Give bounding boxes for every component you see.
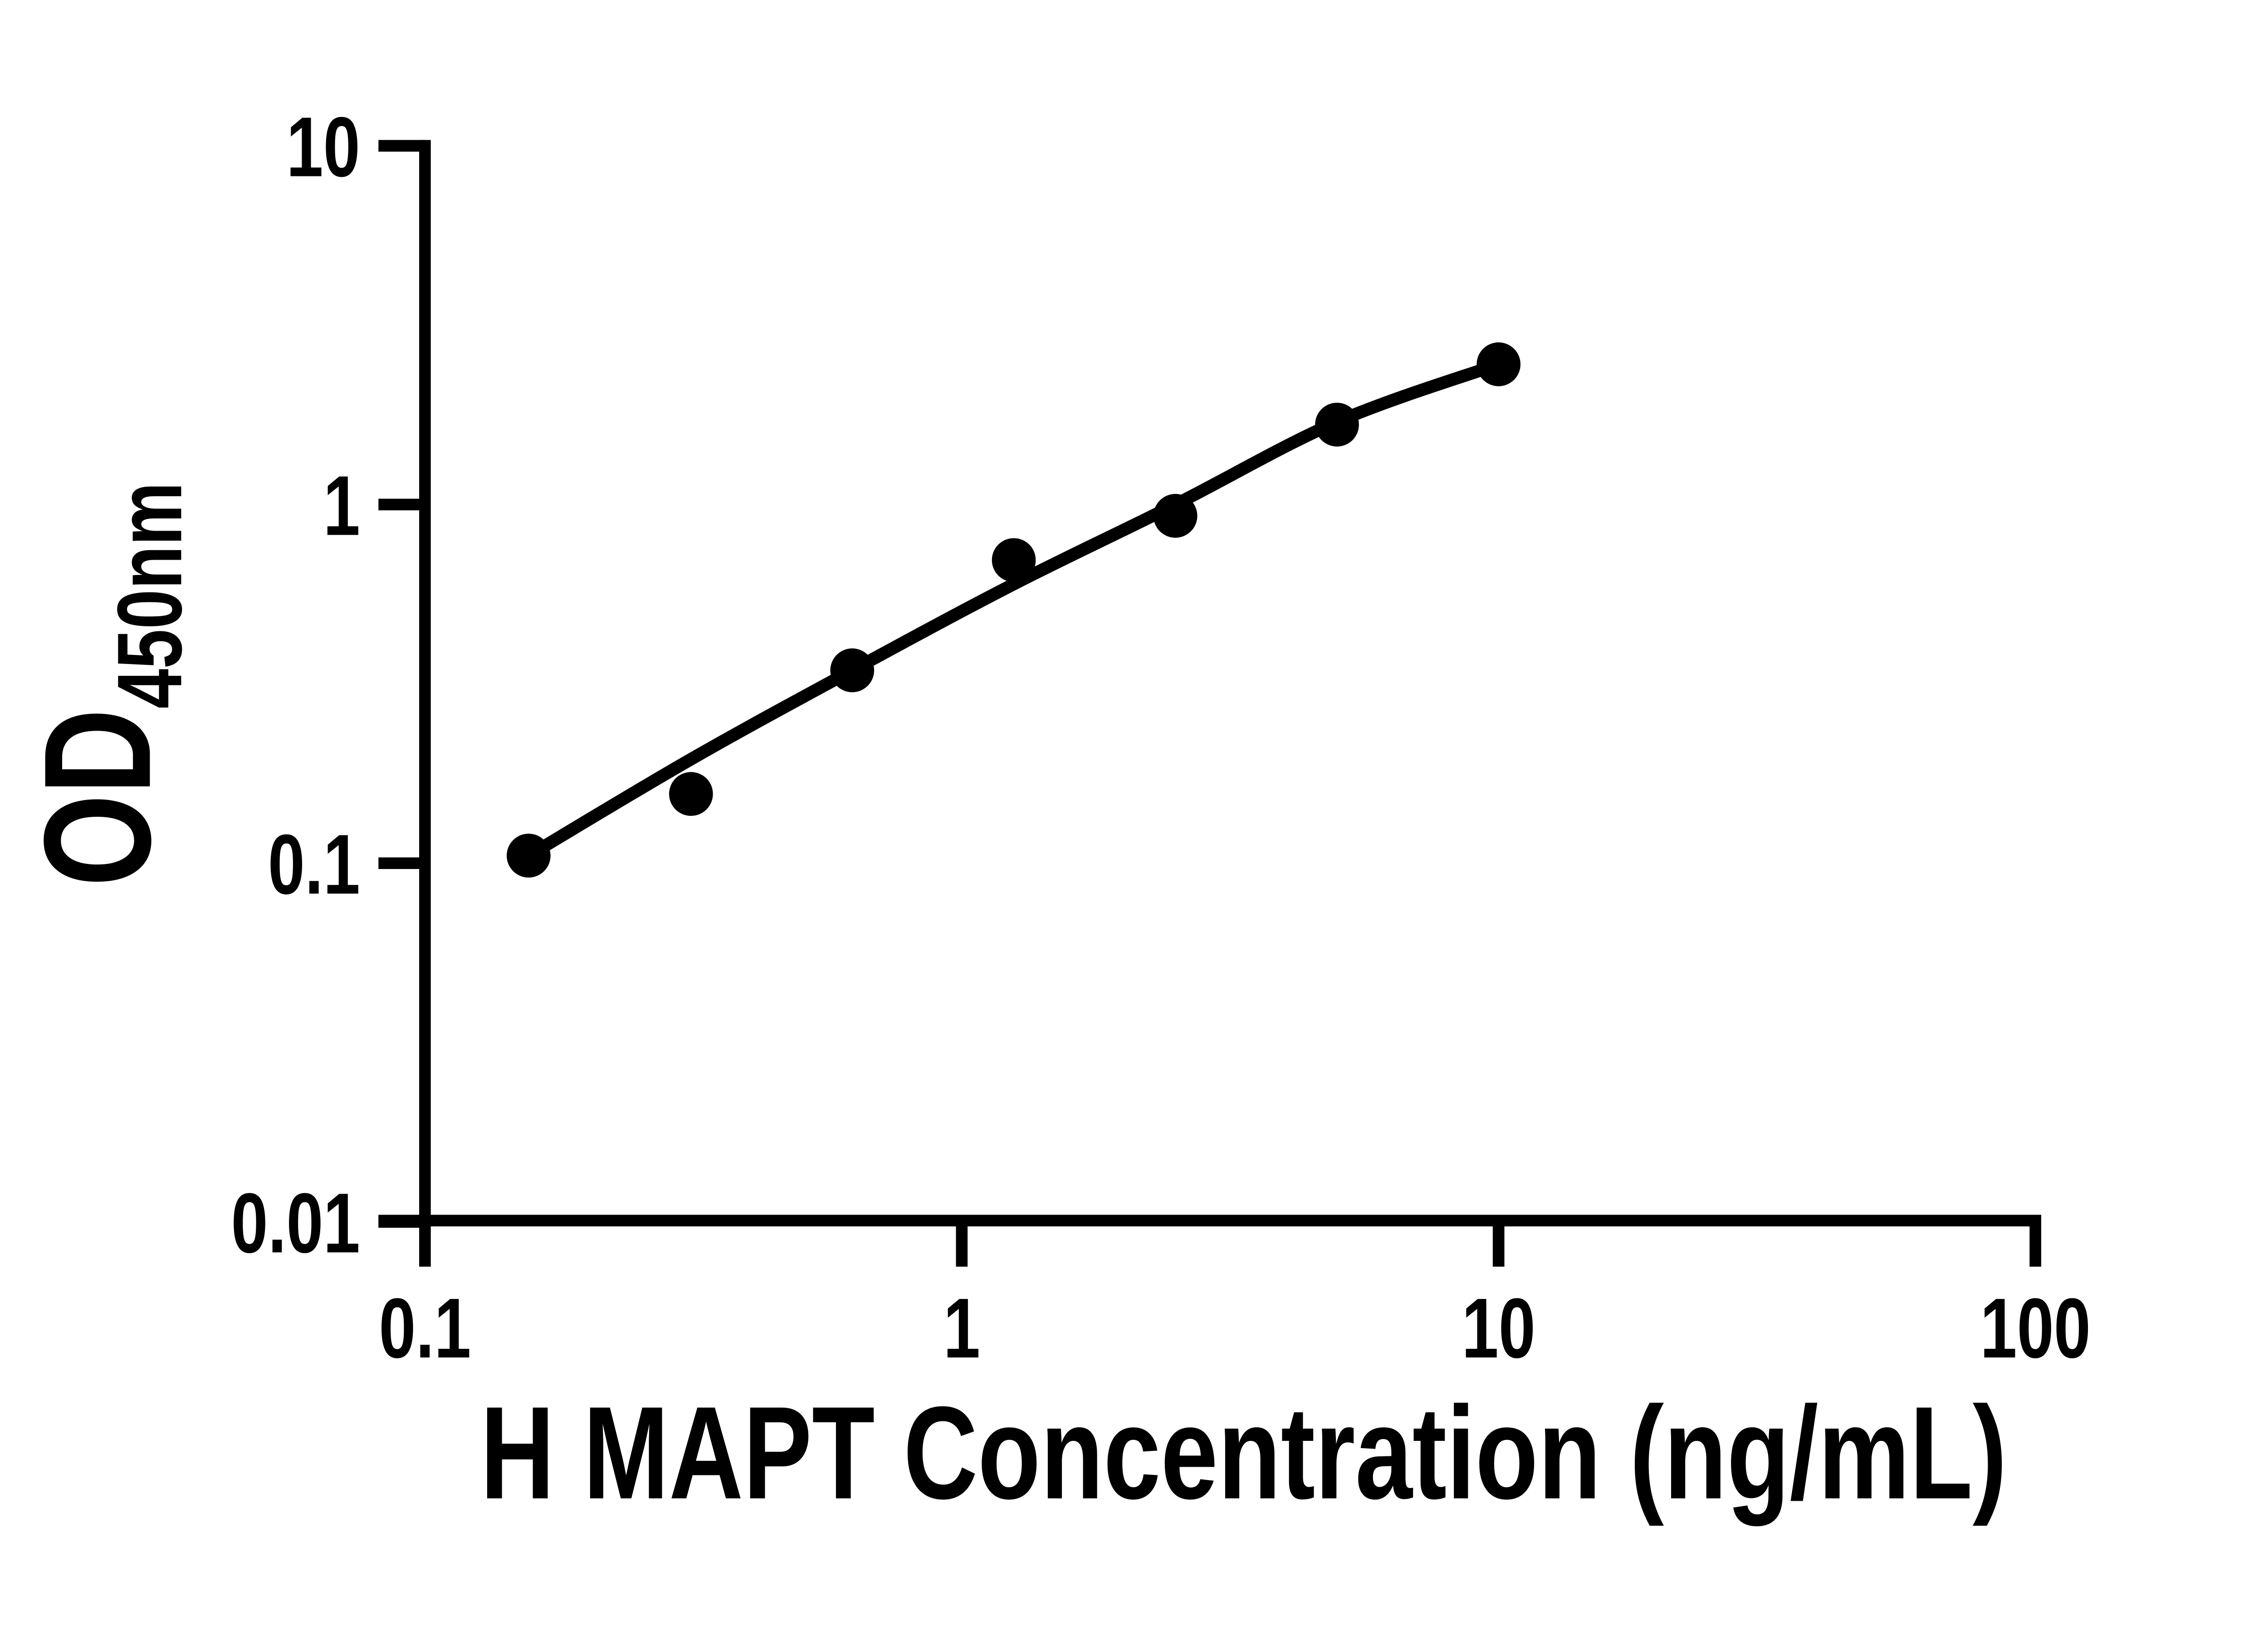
y-axis-title-subscript: 450nm [99, 482, 201, 709]
y-tick-label: 0.1 [268, 817, 360, 912]
data-point-marker [1153, 494, 1198, 538]
y-axis-title-main: OD [12, 709, 182, 887]
data-point-marker [507, 834, 551, 878]
x-axis-title: H MAPT Concentration (ng/mL) [480, 1380, 2007, 1527]
y-axis-title: OD450nm [12, 482, 201, 887]
data-point-marker [1476, 342, 1521, 386]
data-point-marker [669, 772, 713, 816]
y-tick-label: 10 [286, 99, 360, 195]
data-point-marker [830, 648, 875, 693]
y-tick-label: 1 [323, 458, 360, 553]
x-tick-label: 0.1 [379, 1281, 471, 1376]
x-tick-label: 100 [1980, 1281, 2091, 1376]
data-point-marker [1315, 402, 1359, 447]
data-point-marker [992, 538, 1036, 582]
y-tick-label: 0.01 [231, 1176, 360, 1271]
x-tick-label: 1 [943, 1281, 980, 1376]
x-tick-label: 10 [1461, 1281, 1535, 1376]
